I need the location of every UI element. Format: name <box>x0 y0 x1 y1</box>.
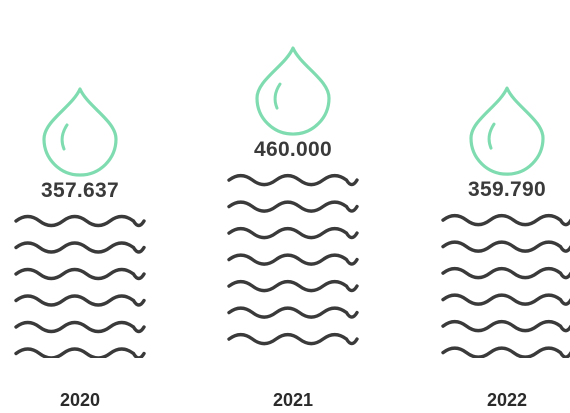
wave-line <box>229 361 357 370</box>
wave-line <box>14 214 146 228</box>
wave-bar-2021 <box>227 173 359 370</box>
value-label-2022: 359.790 <box>468 178 546 201</box>
water-drop-icon <box>42 87 118 177</box>
wave-line <box>14 320 146 334</box>
value-label-2021: 460.000 <box>254 138 332 161</box>
category-label-2020: 2020 <box>60 390 100 410</box>
wave-line <box>227 226 359 240</box>
wave-line <box>227 279 359 293</box>
water-drop-icon <box>469 86 545 176</box>
wave-bar-2020 <box>14 214 146 358</box>
value-label-2020: 357.637 <box>41 179 119 202</box>
wave-line <box>441 266 570 280</box>
category-label-2021: 2021 <box>273 390 313 410</box>
category-label-2022: 2022 <box>487 390 527 410</box>
wave-line <box>227 332 359 346</box>
wave-line <box>14 241 146 254</box>
wave-line <box>441 346 570 358</box>
wave-bar-2022 <box>441 213 570 358</box>
wave-line <box>14 347 146 358</box>
wave-line <box>227 200 359 213</box>
wave-line <box>227 253 359 266</box>
wave-line <box>14 294 146 307</box>
wave-line <box>441 319 570 333</box>
wave-line <box>227 306 359 319</box>
wave-line <box>227 173 359 187</box>
wave-line <box>441 240 570 253</box>
water-drop-icon <box>255 46 331 136</box>
wave-line <box>441 213 570 227</box>
wave-line <box>14 267 146 281</box>
wave-line <box>441 293 570 306</box>
